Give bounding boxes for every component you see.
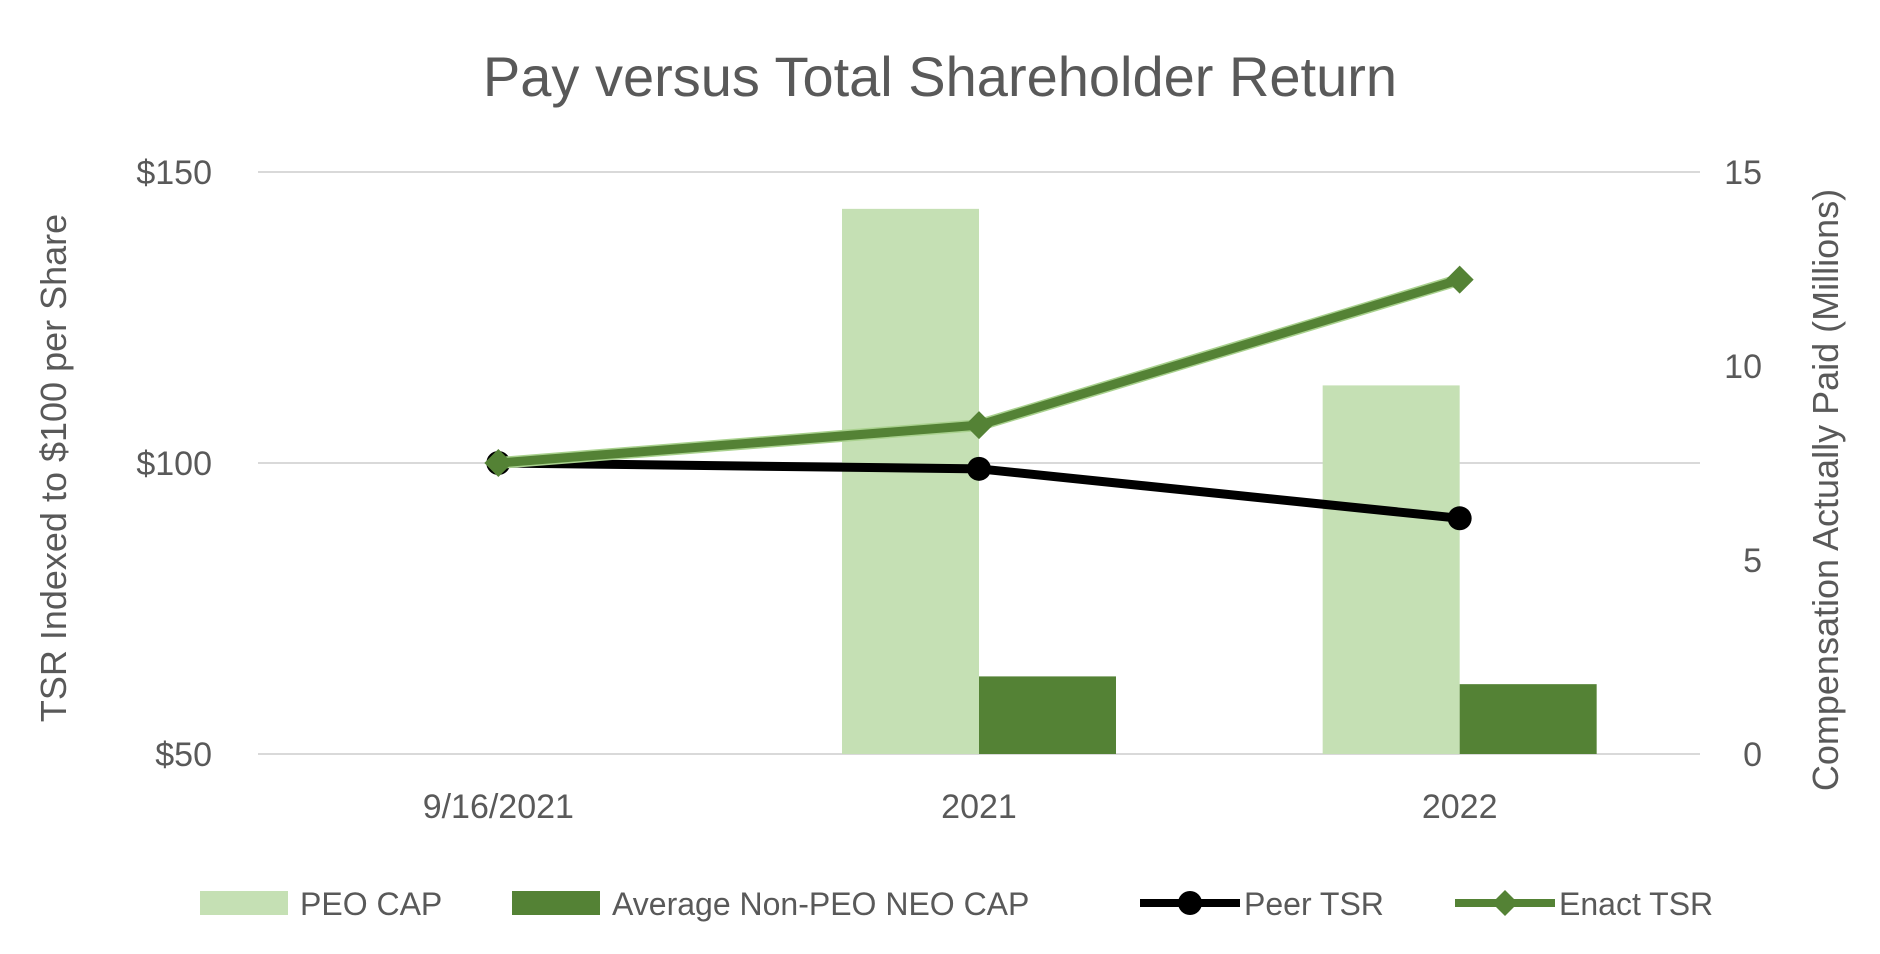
category-label: 2021 — [941, 788, 1017, 826]
left-tick-label: $100 — [136, 445, 212, 483]
bars — [842, 208, 1597, 755]
point-peer-tsr — [1447, 506, 1472, 531]
lines — [484, 265, 1474, 531]
left-axis-label: TSR Indexed to $100 per Share — [33, 214, 74, 722]
legend-item-average-non-peo-neo-cap: Average Non-PEO NEO CAP — [512, 886, 1029, 922]
category-label: 9/16/2021 — [423, 788, 574, 826]
point-enact-tsr — [484, 449, 513, 477]
legend-swatch — [200, 891, 288, 915]
right-tick-label: 0 — [1743, 736, 1762, 774]
legend-marker — [1178, 891, 1202, 915]
right-axis-label: Compensation Actually Paid (Millions) — [1805, 189, 1846, 791]
legend-item-peer-tsr: Peer TSR — [1140, 886, 1384, 922]
left-axis-ticks: $50 $100 $150 — [136, 154, 212, 774]
legend-label: Average Non-PEO NEO CAP — [612, 886, 1029, 922]
legend-label: Enact TSR — [1559, 886, 1713, 922]
bar-peo-cap — [842, 208, 979, 755]
right-tick-label: 15 — [1724, 154, 1762, 192]
point-peer-tsr — [967, 456, 991, 481]
point-enact-tsr — [965, 411, 993, 440]
bar-average-non-peo-neo-cap — [979, 676, 1116, 754]
chart-title: Pay versus Total Shareholder Return — [483, 45, 1397, 108]
bar-average-non-peo-neo-cap — [1459, 684, 1597, 754]
point-enact-tsr — [1445, 265, 1474, 294]
right-axis-ticks: 0 5 10 15 — [1724, 154, 1762, 774]
legend: PEO CAP Average Non-PEO NEO CAP Peer TSR En… — [200, 886, 1713, 922]
legend-marker — [1492, 890, 1518, 916]
category-label: 2022 — [1422, 788, 1498, 826]
legend-item-peo-cap: PEO CAP — [200, 886, 442, 922]
legend-swatch — [512, 891, 600, 915]
left-tick-label: $50 — [155, 736, 212, 774]
category-labels: 9/16/2021 2021 2022 — [423, 788, 1498, 826]
legend-label: PEO CAP — [300, 886, 442, 922]
legend-label: Peer TSR — [1244, 886, 1384, 922]
left-tick-label: $150 — [136, 154, 212, 192]
legend-item-enact-tsr: Enact TSR — [1455, 886, 1713, 922]
bar-peo-cap — [1322, 385, 1460, 754]
right-tick-label: 5 — [1743, 542, 1762, 580]
right-tick-label: 10 — [1724, 348, 1762, 386]
